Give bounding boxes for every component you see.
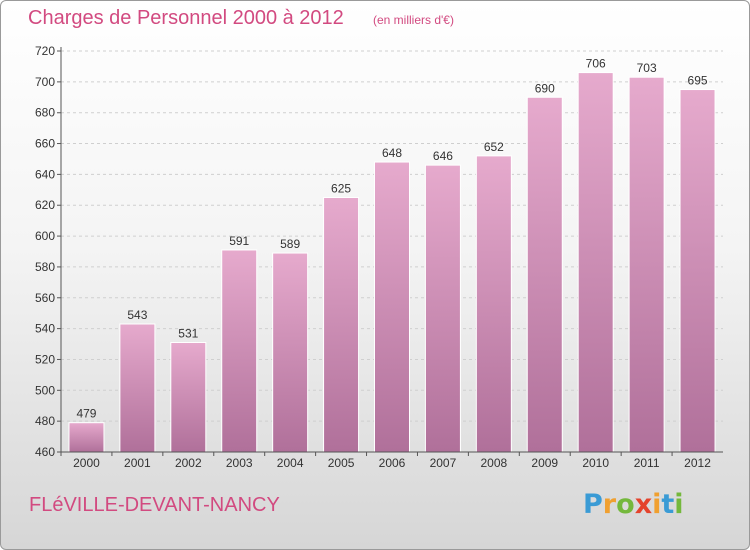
y-tick-label: 580 xyxy=(35,260,55,274)
bar-value-label: 648 xyxy=(382,146,402,160)
bar-2004 xyxy=(272,252,309,453)
y-tick-label: 480 xyxy=(35,414,55,428)
bar-2011 xyxy=(628,76,665,453)
bar-value-label: 703 xyxy=(637,61,657,75)
bar-value-label: 479 xyxy=(76,407,96,421)
x-tick-label: 2011 xyxy=(634,456,660,470)
logo-letter: r xyxy=(602,489,617,520)
bar-value-label: 531 xyxy=(178,326,198,340)
bar-2005 xyxy=(323,197,360,453)
y-tick-label: 660 xyxy=(35,137,55,151)
x-tick-label: 2001 xyxy=(124,456,151,470)
x-tick-label: 2004 xyxy=(277,456,304,470)
x-tick-label: 2008 xyxy=(480,456,507,470)
axes: 460 480 500 520 540 560 580 600 620 640 660 680 700 7… xyxy=(35,44,723,470)
x-tick-label: 2000 xyxy=(73,456,100,470)
logo-letter: P xyxy=(583,489,603,520)
bar-value-label: 589 xyxy=(280,237,300,251)
y-tick-label: 620 xyxy=(35,198,55,212)
bar-2000 xyxy=(68,422,105,453)
bar-value-label: 706 xyxy=(586,57,606,71)
bar-value-label: 543 xyxy=(127,308,147,322)
y-tick-label: 600 xyxy=(35,229,55,243)
y-tick-label: 700 xyxy=(35,75,55,89)
logo-letter: x xyxy=(634,489,653,520)
x-tick-label: 2005 xyxy=(328,456,355,470)
x-tick-label: 2006 xyxy=(379,456,406,470)
y-tick-label: 680 xyxy=(35,106,55,120)
bar-2007 xyxy=(424,164,461,453)
y-tick-label: 720 xyxy=(35,44,55,58)
bar-2009 xyxy=(526,96,563,453)
bar-value-label: 652 xyxy=(484,140,504,154)
logo-letter: i xyxy=(674,489,684,520)
bars: 479 543 531 591 589 625 648 646 652 690 706 703 695 xyxy=(68,57,716,453)
bar-2008 xyxy=(475,155,512,453)
y-tick-label: 640 xyxy=(35,167,55,181)
logo-letter: o xyxy=(616,489,635,520)
x-tick-label: 2003 xyxy=(226,456,253,470)
bar-2001 xyxy=(119,323,156,453)
bar-2003 xyxy=(221,249,258,453)
y-tick-label: 460 xyxy=(35,445,55,459)
chart-unit: (en milliers d'€) xyxy=(373,13,454,27)
x-tick-label: 2002 xyxy=(175,456,202,470)
bar-value-label: 690 xyxy=(535,81,555,95)
bar-2006 xyxy=(374,161,410,453)
chart-title: Charges de Personnel 2000 à 2012 xyxy=(28,7,344,29)
bar-2012 xyxy=(679,89,716,453)
x-tick-label: 2010 xyxy=(582,456,609,470)
y-tick-label: 500 xyxy=(35,383,55,397)
bar-value-label: 591 xyxy=(229,234,249,248)
bar-value-label: 695 xyxy=(688,74,708,88)
y-tick-label: 540 xyxy=(35,322,55,336)
y-tick-label: 560 xyxy=(35,291,55,305)
x-tick-label: 2007 xyxy=(430,456,457,470)
commune-name: FLéVILLE-DEVANT-NANCY xyxy=(29,494,280,516)
y-tick-label: 520 xyxy=(35,352,55,366)
bar-2002 xyxy=(170,341,207,453)
bar-2010 xyxy=(577,72,614,453)
x-tick-label: 2012 xyxy=(684,456,711,470)
logo-letter: i xyxy=(652,489,662,520)
x-tick-label: 2009 xyxy=(531,456,558,470)
bar-value-label: 625 xyxy=(331,182,351,196)
proxiti-logo: Proxiti xyxy=(583,489,684,520)
bar-value-label: 646 xyxy=(433,149,453,163)
logo-letter: t xyxy=(661,489,675,520)
